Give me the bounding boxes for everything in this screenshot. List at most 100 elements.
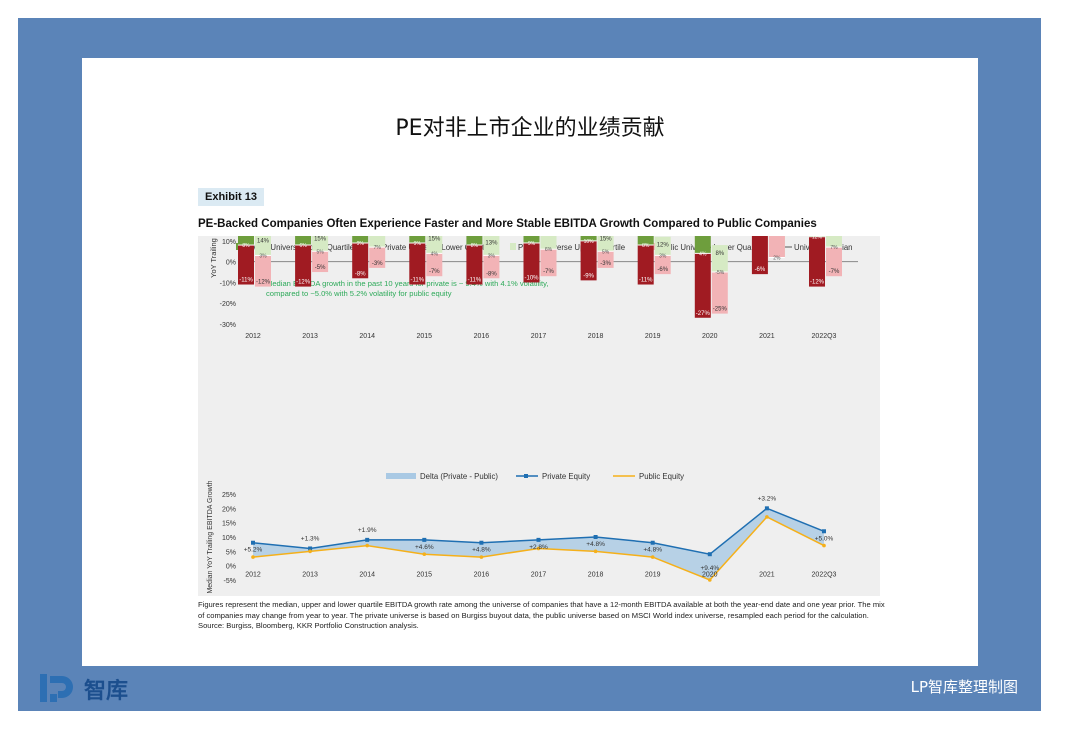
- bar-private-upper: [637, 236, 654, 246]
- y-tick-label: -30%: [220, 322, 236, 329]
- data-label: -25%: [713, 307, 728, 313]
- delta-label: +1.9%: [358, 527, 377, 534]
- public-equity-point: [308, 549, 312, 554]
- median-label: 9%: [528, 241, 536, 247]
- delta-label: +4.8%: [472, 547, 491, 554]
- bar-public-upper: [711, 245, 728, 273]
- y-axis-label: YoY Trailing EBITDA Growth: [209, 236, 218, 278]
- y-tick-label: 20%: [222, 506, 236, 513]
- x-tick-label: 2018: [588, 333, 604, 340]
- public-equity-point: [422, 552, 427, 556]
- data-label: -12%: [810, 280, 825, 286]
- private-equity-point: [251, 540, 255, 545]
- x-tick-label: 2017: [531, 333, 547, 340]
- bar-private-upper: [580, 236, 597, 241]
- data-label: -6%: [657, 267, 668, 273]
- x-tick-label: 2019: [645, 572, 661, 579]
- median-label: 6%: [299, 243, 307, 249]
- x-tick-label: 2022Q3: [812, 333, 837, 340]
- x-tick-label: 2015: [417, 572, 433, 579]
- legend-swatch: [510, 243, 516, 250]
- private-equity-point: [536, 537, 541, 542]
- public-equity-point: [822, 543, 826, 548]
- median-label: 2%: [773, 256, 781, 262]
- private-equity-point: [479, 540, 484, 545]
- bar-public-lower: [826, 247, 842, 277]
- lp-logo-icon: 智库: [40, 674, 128, 704]
- y-tick-label: 5%: [226, 549, 236, 556]
- public-equity-point: [708, 578, 712, 582]
- legend-label: Public Universe Upper Quartile: [518, 243, 625, 252]
- x-tick-label: 2013: [302, 572, 318, 579]
- x-tick-label: 2017: [531, 572, 547, 579]
- bar-private-lower: [409, 242, 426, 285]
- bar-public-lower: [483, 255, 500, 279]
- legend-marker: [524, 474, 528, 478]
- data-label: -7%: [543, 269, 554, 275]
- data-label: -6%: [755, 267, 766, 273]
- bar-private-lower: [466, 245, 483, 285]
- data-label: -9%: [583, 273, 594, 279]
- bar-public-upper: [826, 236, 842, 248]
- y-tick-label: 0%: [226, 260, 236, 267]
- legend-label: Private Equity: [542, 472, 590, 481]
- data-label: -10%: [524, 275, 539, 281]
- x-tick-label: 2014: [359, 333, 375, 340]
- bar-public-lower: [597, 251, 614, 268]
- data-label: 8%: [715, 251, 724, 257]
- public-equity-point: [536, 546, 541, 551]
- annotation-text: compared to ~5.0% with 5.2% volatility f…: [266, 289, 452, 298]
- median-label: 6%: [545, 247, 553, 253]
- bar-public-upper: [312, 236, 329, 252]
- bar-public-upper: [255, 236, 271, 256]
- data-label: -8%: [355, 271, 366, 277]
- bar-public-upper: [483, 236, 500, 256]
- x-tick-label: 2020: [702, 333, 718, 340]
- delta-label: +3.2%: [758, 495, 777, 502]
- data-label: -12%: [256, 280, 271, 286]
- delta-label: +9.4%: [700, 565, 719, 572]
- bar-private-upper: [295, 236, 312, 246]
- data-label: 15%: [600, 237, 613, 243]
- data-label: -11%: [468, 278, 482, 284]
- y-tick-label: 25%: [222, 492, 236, 499]
- data-label: 13%: [485, 241, 498, 247]
- bar-private-lower: [523, 242, 540, 283]
- y-tick-label: 10%: [222, 535, 236, 542]
- median-label: 4%: [431, 251, 439, 257]
- median-label: 10%: [584, 239, 595, 245]
- public-equity-point: [765, 515, 769, 519]
- y-tick-label: 10%: [222, 239, 236, 246]
- bar-private-lower: [809, 236, 825, 287]
- data-label: 14%: [257, 239, 270, 245]
- x-tick-label: 2016: [474, 333, 490, 340]
- bar-private-lower: [238, 245, 254, 285]
- public-equity-point: [251, 555, 255, 559]
- x-tick-label: 2018: [588, 572, 604, 579]
- median-label: 7%: [830, 245, 838, 251]
- line-chart: Delta (Private - Public) Private Equity Pu…: [207, 472, 837, 594]
- chart-title: PE-Backed Companies Often Experience Fas…: [198, 218, 817, 230]
- data-label: -7%: [429, 269, 440, 275]
- bar-private-upper: [466, 236, 483, 246]
- bar-public-lower: [768, 236, 785, 258]
- bar-private-lower: [694, 253, 711, 318]
- x-tick-label: 2014: [359, 572, 375, 579]
- bar-private-upper: [409, 236, 426, 243]
- data-label: -7%: [829, 269, 840, 275]
- delta-label: +1.3%: [301, 535, 320, 542]
- private-equity-point: [707, 552, 712, 557]
- delta-label: +4.8%: [643, 547, 662, 554]
- content-card: PE对非上市企业的业绩贡献 Exhibit 13 PE-Backed Compa…: [82, 58, 978, 666]
- data-label: -3%: [600, 261, 611, 267]
- x-tick-label: 2013: [302, 333, 318, 340]
- bar-private-lower: [637, 245, 654, 285]
- bar-private-upper: [238, 236, 254, 246]
- data-label: 17%: [771, 236, 784, 237]
- data-label: -11%: [411, 278, 425, 284]
- x-tick-label: 2020: [702, 572, 718, 579]
- y-tick-label: -20%: [220, 301, 236, 308]
- private-equity-point: [593, 535, 598, 539]
- y-tick-label: -5%: [224, 578, 236, 585]
- data-label: -12%: [296, 280, 311, 286]
